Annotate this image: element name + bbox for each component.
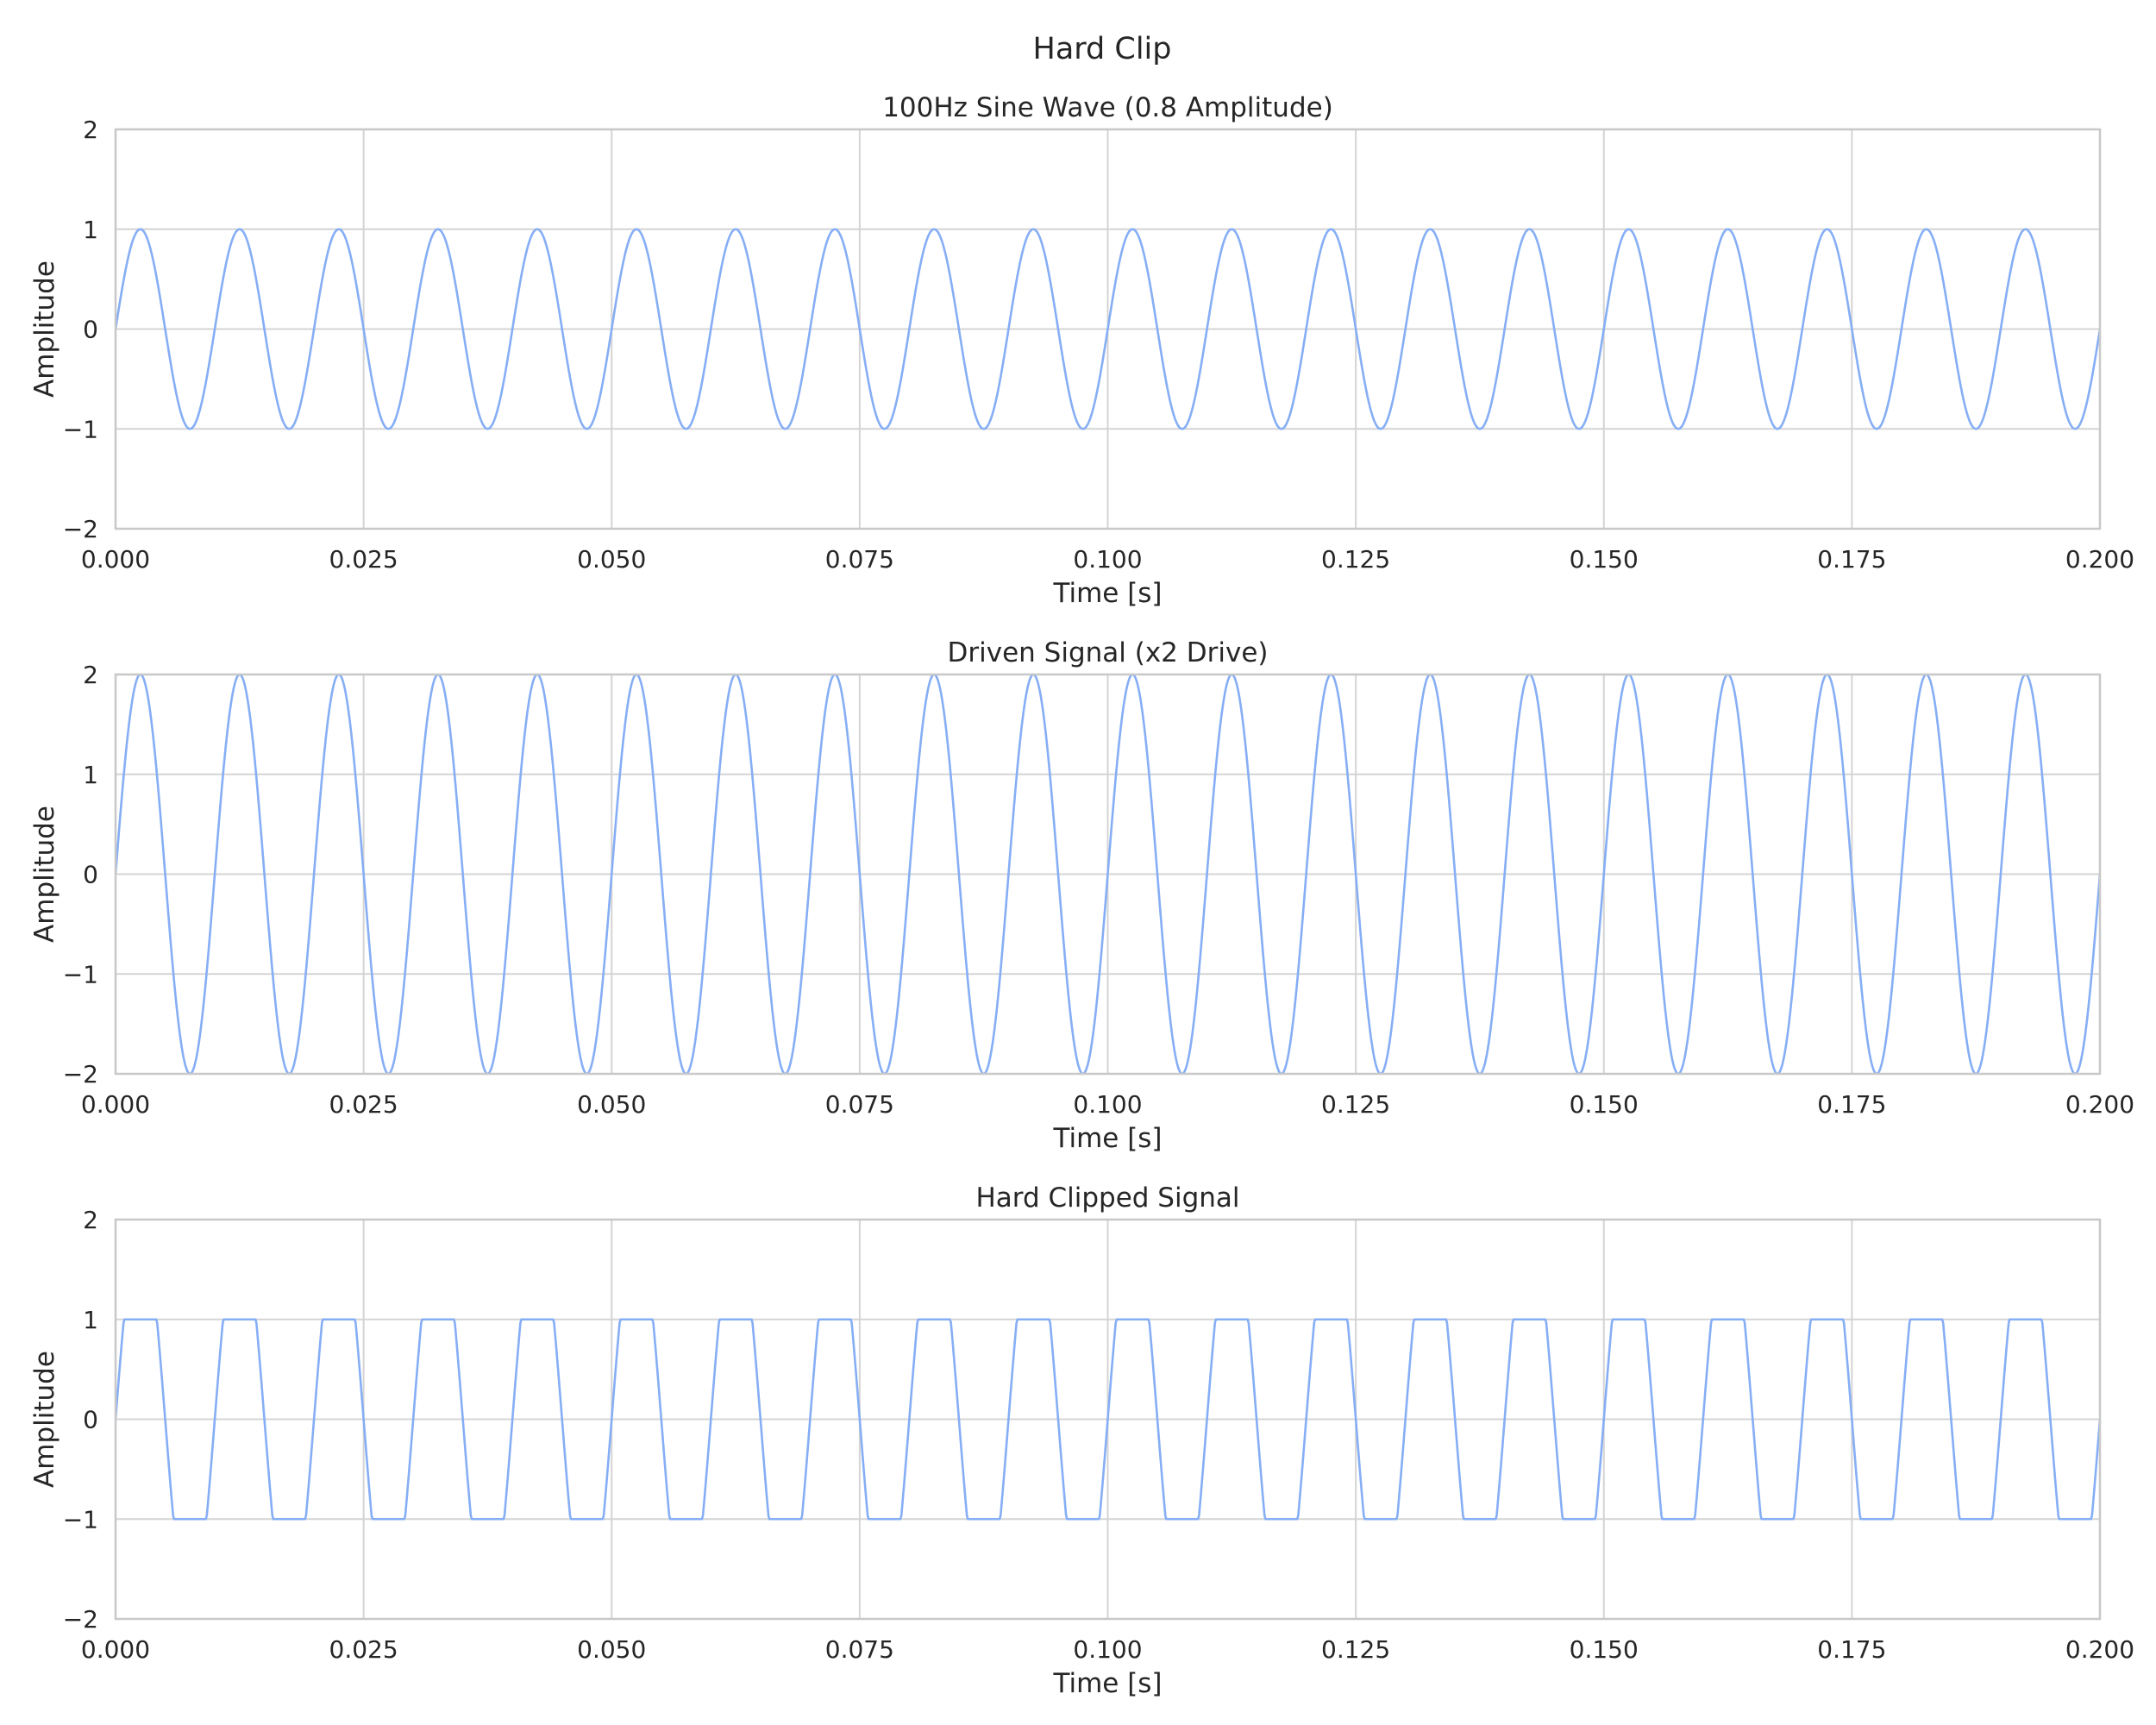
y-tick-label: 2 (83, 1206, 98, 1234)
x-tick-label: 0.200 (2065, 1635, 2134, 1664)
x-tick-label: 0.075 (825, 545, 894, 574)
axes-frame (114, 1218, 2102, 1621)
x-tick-label: 0.050 (577, 1635, 646, 1664)
axes-frame (114, 673, 2102, 1076)
y-tick-label: −2 (63, 1060, 98, 1088)
y-tick-label: −1 (63, 1505, 98, 1534)
y-tick-label: 1 (83, 216, 98, 244)
y-axis-label: Amplitude (29, 806, 60, 943)
x-tick-label: 0.050 (577, 1090, 646, 1119)
x-tick-label: 0.125 (1321, 1635, 1390, 1664)
x-tick-label: 0.100 (1073, 545, 1142, 574)
x-axis-label: Time [s] (1052, 578, 1162, 609)
y-tick-label: −1 (63, 960, 98, 988)
subplot-3: 0.000 0.025 0.050 0.075 0.100 0.125 0.150 0.175… (29, 1182, 2134, 1699)
subplot-title: Hard Clipped Signal (975, 1182, 1239, 1214)
x-tick-label: 0.075 (825, 1090, 894, 1119)
x-tick-label: 0.100 (1073, 1635, 1142, 1664)
x-tick-label: 0.150 (1570, 1635, 1639, 1664)
subplot-2: 0.000 0.025 0.050 0.075 0.100 0.125 0.150 0.175… (29, 637, 2134, 1154)
y-axis-label: Amplitude (29, 260, 60, 398)
axes-frame (114, 128, 2102, 530)
x-tick-label: 0.200 (2065, 1090, 2134, 1119)
x-axis-label: Time [s] (1052, 1668, 1162, 1699)
y-tick-label: 1 (83, 761, 98, 789)
y-tick-label: −2 (63, 515, 98, 543)
x-tick-label: 0.175 (1817, 1635, 1886, 1664)
y-tick-label: −1 (63, 415, 98, 443)
subplot-1: 0.000 0.025 0.050 0.075 0.100 0.125 0.150 0.175… (29, 92, 2134, 609)
y-tick-label: 2 (83, 661, 98, 689)
series-line (116, 673, 2100, 1076)
x-tick-label: 0.125 (1321, 545, 1390, 574)
x-tick-label: 0.025 (329, 1635, 398, 1664)
x-tick-label: 0.025 (329, 1090, 398, 1119)
figure-title: Hard Clip (1033, 32, 1172, 66)
x-tick-label: 0.125 (1321, 1090, 1390, 1119)
x-tick-label: 0.200 (2065, 545, 2134, 574)
y-tick-label: 1 (83, 1306, 98, 1334)
x-tick-label: 0.050 (577, 545, 646, 574)
x-tick-label: 0.075 (825, 1635, 894, 1664)
x-tick-label: 0.100 (1073, 1090, 1142, 1119)
y-tick-label: 0 (83, 1406, 98, 1434)
x-tick-label: 0.150 (1570, 545, 1639, 574)
x-tick-label: 0.150 (1570, 1090, 1639, 1119)
x-tick-label: 0.175 (1817, 545, 1886, 574)
subplot-title: 100Hz Sine Wave (0.8 Amplitude) (882, 92, 1333, 123)
x-tick-label: 0.000 (81, 1635, 150, 1664)
subplot-title: Driven Signal (x2 Drive) (948, 637, 1269, 668)
y-tick-label: 2 (83, 116, 98, 144)
y-tick-label: 0 (83, 861, 98, 889)
y-tick-label: 0 (83, 316, 98, 344)
series-line (116, 228, 2100, 430)
x-tick-label: 0.025 (329, 545, 398, 574)
x-tick-label: 0.000 (81, 1090, 150, 1119)
x-axis-label: Time [s] (1052, 1123, 1162, 1154)
x-tick-label: 0.000 (81, 545, 150, 574)
y-tick-label: −2 (63, 1605, 98, 1634)
x-tick-label: 0.175 (1817, 1090, 1886, 1119)
series-line (116, 1318, 2100, 1521)
y-axis-label: Amplitude (29, 1351, 60, 1488)
